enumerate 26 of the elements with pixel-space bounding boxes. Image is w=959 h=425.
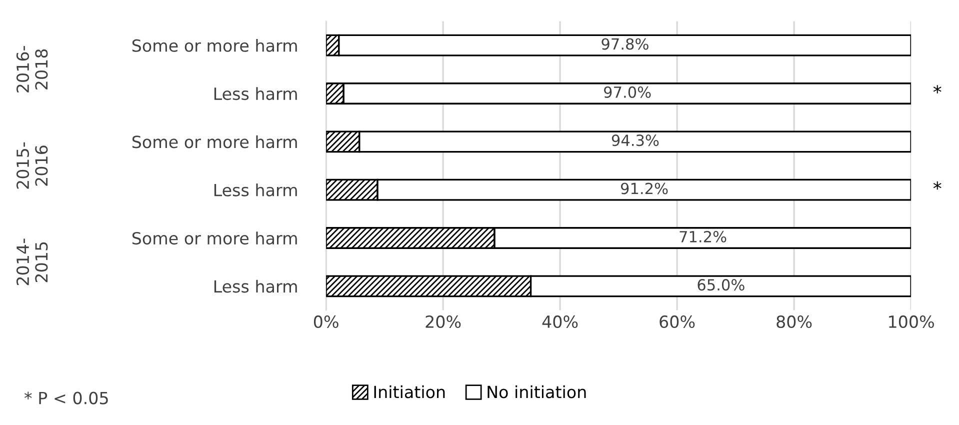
x-tick-label: 60% — [660, 315, 695, 328]
text: * — [933, 181, 942, 190]
text: * — [933, 85, 942, 94]
legend-label: Initiation — [374, 385, 445, 398]
x-tick-label: 40% — [542, 315, 578, 328]
x-tick-label: 80% — [776, 315, 812, 328]
data-label: 97.8% — [602, 38, 648, 50]
y-tick-label: Some or more harm — [132, 232, 297, 245]
x-tick-label: 0% — [314, 315, 338, 328]
data-label: 97.0% — [604, 86, 651, 98]
data-label: 65.0% — [698, 279, 744, 291]
y-tick-label: Some or more harm — [132, 135, 297, 148]
text: * P < 0.05 — [24, 392, 108, 404]
y-tick-label: Less harm — [214, 280, 297, 293]
text: 2015- 2016 — [16, 142, 48, 189]
y-tick-label: Some or more harm — [132, 39, 297, 52]
y-tick-label: Less harm — [214, 87, 297, 100]
x-tick-label: 100% — [889, 315, 934, 328]
text: 2016- 2018 — [16, 46, 48, 92]
x-tick-label: 20% — [426, 315, 461, 328]
text: 2014- 2015 — [16, 238, 48, 286]
legend-label: No initiation — [488, 385, 586, 398]
data-label: 94.3% — [612, 134, 659, 146]
data-label: 71.2% — [680, 230, 726, 242]
data-label: 91.2% — [620, 182, 668, 194]
y-tick-label: Less harm — [214, 184, 297, 196]
